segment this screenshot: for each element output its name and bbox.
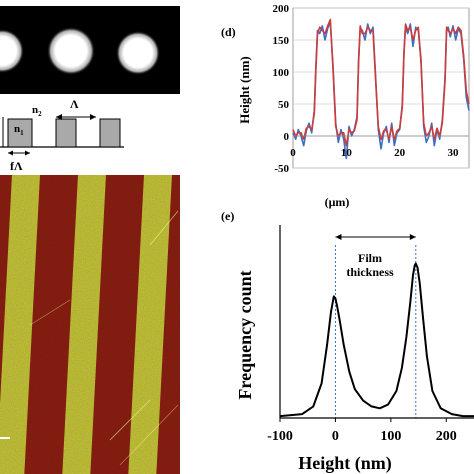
n2-label: n2 <box>32 104 42 118</box>
film-thickness-label-line2: thickness <box>346 265 394 279</box>
afm-scratch-3 <box>109 399 151 441</box>
panel-d-ytick-label: -50 <box>274 163 289 175</box>
film-thickness-label-line1: Film <box>358 251 382 265</box>
grating-block-3 <box>99 118 121 148</box>
panel-d-plot-area <box>292 7 470 169</box>
diffraction-spots <box>0 27 160 75</box>
panel-d-xlabel: (μm) <box>325 195 350 209</box>
diffraction-pattern-image <box>0 6 180 94</box>
afm-scratch-1 <box>149 210 179 246</box>
panel-d-ytick-label: 150 <box>273 35 290 47</box>
afm-scratch-4 <box>119 404 179 466</box>
panel-d-xtick-label: 0 <box>290 147 296 159</box>
width-arrowhead-left <box>8 150 13 156</box>
panel-e-xlabel: Height (nm) <box>298 453 392 474</box>
film-thickness-arrowhead-left <box>335 234 342 240</box>
panel-e-xtick-label: 100 <box>380 429 401 444</box>
panel-d-ytick-label: 50 <box>278 99 290 111</box>
panel-d-label: (d) <box>221 25 236 39</box>
afm-topography-image <box>0 175 180 474</box>
diffraction-spot-center <box>47 27 95 75</box>
panel-e-label: (e) <box>221 209 234 223</box>
panel-e-ylabel: Frequency count <box>235 270 255 399</box>
width-arrowhead-right <box>25 150 30 156</box>
diffraction-spot-left <box>0 29 24 73</box>
panel-d-xtick-label: 30 <box>448 147 460 159</box>
n1-label: n1 <box>14 123 24 137</box>
panel-d-ytick-label: 200 <box>273 3 290 15</box>
afm-stripes <box>0 175 180 474</box>
panel-e-histogram-line-1 <box>279 262 474 418</box>
panel-d-xtick-label: 10 <box>341 147 353 159</box>
period-arrowhead-left <box>56 114 62 120</box>
grating-block-1 <box>7 118 33 148</box>
grating-block-2 <box>55 118 77 148</box>
period-label: Λ <box>70 97 79 111</box>
afm-scratch-2 <box>29 299 71 326</box>
panel-e-xtick-label: -100 <box>267 429 293 444</box>
afm-texture <box>0 175 180 474</box>
panel-d-ytick-label: 100 <box>273 67 290 79</box>
panel-d-xtick-label: 20 <box>394 147 406 159</box>
panel-d-ytick-label: 0 <box>284 131 290 143</box>
panel-e-xtick-label: 0 <box>332 429 339 444</box>
panel-e-xtick-label: 200 <box>436 429 457 444</box>
diffraction-spot-right <box>116 31 160 75</box>
panel-d-series-line-2 <box>292 18 470 147</box>
period-arrowhead-right <box>90 114 96 120</box>
film-thickness-arrowhead-right <box>409 234 416 240</box>
height-histogram-chart: (e) Frequency count Height (nm) -100 0 100… <box>221 209 474 474</box>
grating-schematic: n1 n2 Λ fΛ <box>0 97 124 173</box>
panel-d-ylabel: Height (nm) <box>237 56 252 124</box>
width-label: fΛ <box>10 159 23 173</box>
